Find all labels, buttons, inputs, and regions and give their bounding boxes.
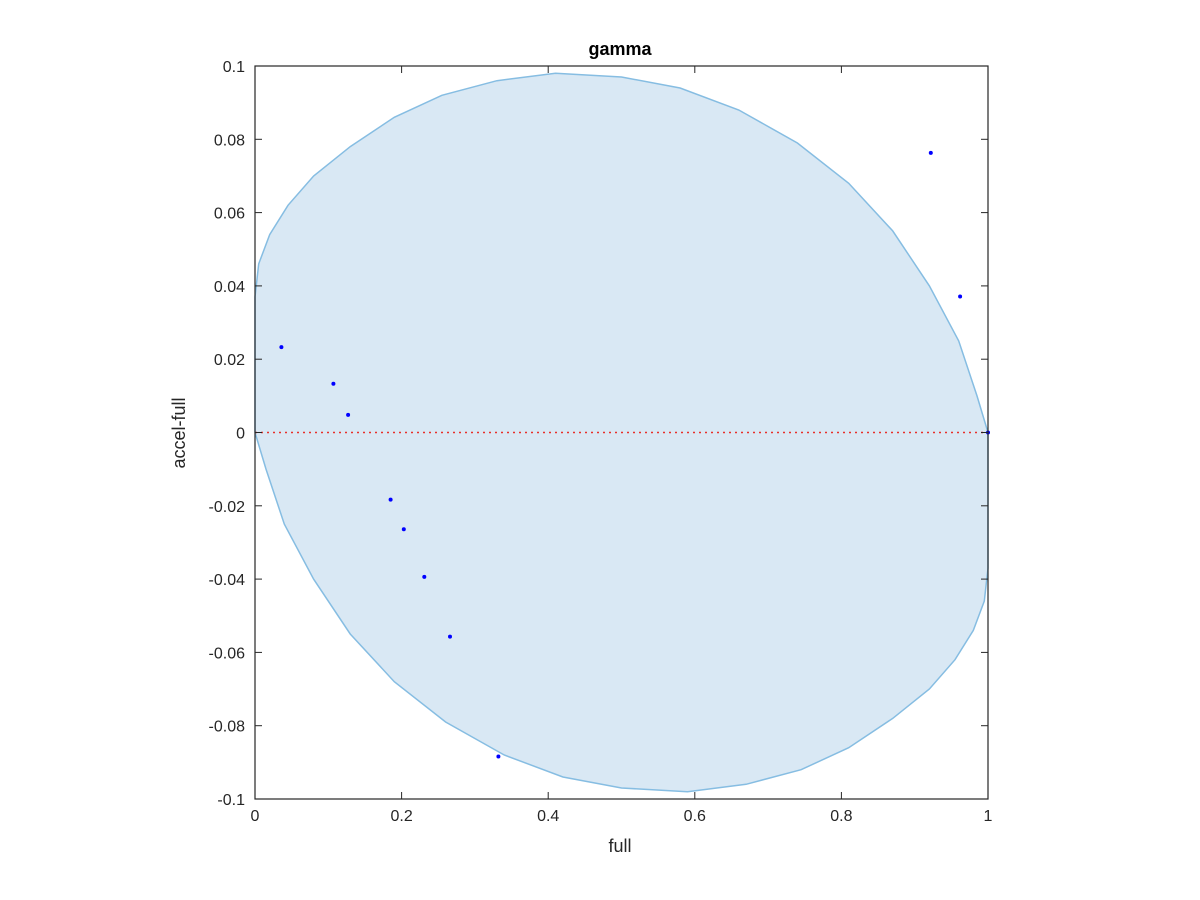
chart-title: gamma [588, 39, 652, 59]
data-point [496, 754, 501, 759]
data-point [448, 634, 452, 639]
x-tick-label: 0 [251, 808, 260, 825]
data-point [401, 527, 406, 532]
x-tick-label: 0.8 [830, 808, 852, 825]
x-axis-label: full [608, 836, 631, 856]
y-tick-label: 0.1 [223, 59, 245, 76]
y-tick-label: -0.04 [209, 572, 246, 589]
y-axis-label: accel-full [169, 397, 189, 468]
data-point [958, 294, 963, 299]
data-point [346, 412, 351, 417]
y-tick-label: -0.02 [209, 499, 246, 516]
data-point [422, 574, 427, 579]
x-axis-ticks: 0 0.2 0.4 0.6 0.8 1 [251, 66, 993, 825]
x-tick-label: 1 [984, 808, 993, 825]
y-tick-label: 0.08 [214, 132, 245, 149]
y-tick-label: 0 [236, 426, 245, 443]
y-axis-ticks: -0.1 -0.08 -0.06 -0.04 -0.02 0 0.02 0.04 0.06 0.0… [209, 59, 988, 809]
data-point [279, 345, 284, 350]
y-tick-label: 0.06 [214, 206, 245, 223]
y-tick-label: 0.02 [214, 352, 245, 369]
y-tick-label: -0.08 [209, 719, 246, 736]
x-tick-label: 0.2 [390, 808, 412, 825]
y-tick-label: -0.06 [209, 645, 246, 662]
data-point [331, 381, 336, 386]
y-tick-label: 0.04 [214, 279, 245, 296]
x-tick-label: 0.6 [684, 808, 706, 825]
y-tick-label: -0.1 [217, 792, 245, 809]
data-point [928, 150, 933, 155]
x-tick-label: 0.4 [537, 808, 559, 825]
data-point [388, 497, 393, 502]
